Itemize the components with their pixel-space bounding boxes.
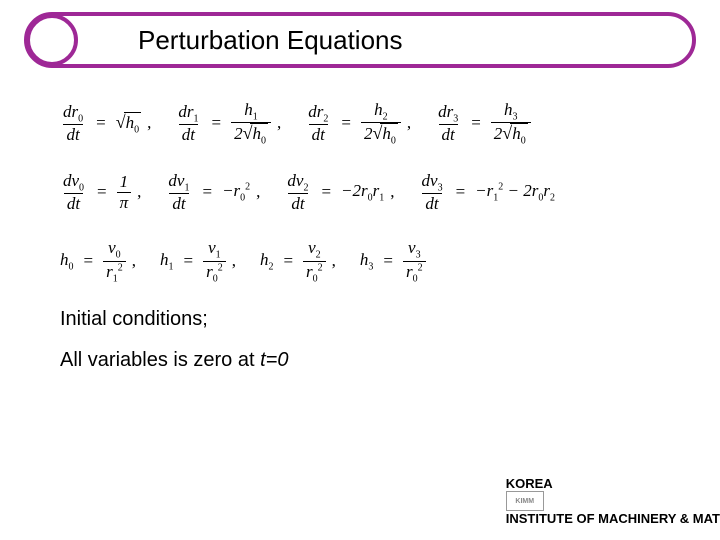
dr1-dt: dr1 dt [175, 102, 201, 145]
footer-text: KOREA KIMMINSTITUTE OF MACHINERY & MAT [506, 476, 720, 526]
h2-lhs: h2 [260, 250, 274, 272]
h1-over-2sqrt: h1 2h0 [231, 100, 271, 147]
initial-conditions-text: All variables is zero at t=0 [60, 349, 680, 372]
h2-frac: v2 r02 [303, 238, 326, 284]
h1-frac: v1 r02 [203, 238, 226, 284]
equation-row-2: dv0 dt = 1 π , dv1 dt = −r02 , dv2 dt = … [60, 171, 680, 214]
dv2-dt: dv2 dt [284, 171, 311, 214]
h3-over-2sqrt: h3 2h0 [491, 100, 531, 147]
equation-row-3: h0 = v0 r12 , h1 = v1 r02 , h2 = v2 r02 … [60, 238, 680, 284]
dr3-dt: dr3 dt [435, 102, 461, 145]
footer-logo: KIMM [506, 491, 544, 511]
page-title: Perturbation Equations [138, 25, 403, 56]
dr0-dt: dr0 dt [60, 102, 86, 145]
h1-lhs: h1 [160, 250, 174, 272]
equation-row-1: dr0 dt = h0 , dr1 dt = h1 2h0 , dr2 dt =… [60, 100, 680, 147]
footer: KOREA KIMMINSTITUTE OF MACHINERY & MAT [506, 476, 720, 526]
h3-frac: v3 r02 [403, 238, 426, 284]
neg-2r0r1: −2r0r1 [341, 181, 384, 203]
dv1-dt: dv1 dt [165, 171, 192, 214]
one-over-pi: 1 π [117, 172, 132, 213]
dv3-dt: dv3 dt [419, 171, 446, 214]
neg-r0-sq: −r02 [222, 181, 250, 203]
h2-over-2sqrt: h2 2h0 [361, 100, 401, 147]
dr2-dt: dr2 dt [305, 102, 331, 145]
sqrt-h0: h0 [116, 112, 141, 135]
title-banner: Perturbation Equations [24, 12, 696, 68]
dv3-rhs: −r12 − 2r0r2 [475, 181, 555, 203]
h0-lhs: h0 [60, 250, 74, 272]
content-area: dr0 dt = h0 , dr1 dt = h1 2h0 , dr2 dt =… [60, 100, 680, 390]
title-circle-decoration [26, 14, 78, 66]
h3-lhs: h3 [360, 250, 374, 272]
initial-conditions-label: Initial conditions; [60, 308, 680, 331]
h0-frac: v0 r12 [103, 238, 126, 284]
dv0-dt: dv0 dt [60, 171, 87, 214]
